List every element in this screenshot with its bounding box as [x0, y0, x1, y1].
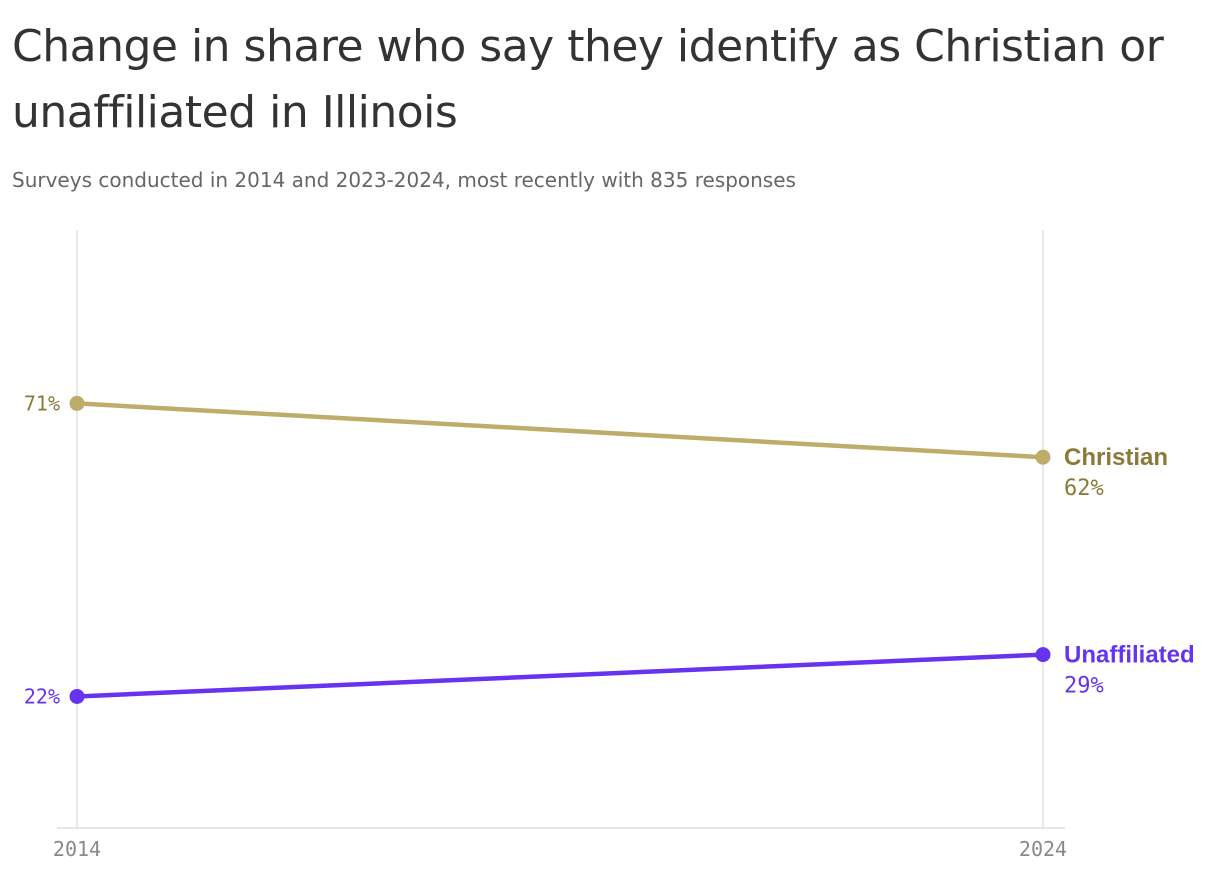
end-value-label: 29%	[1064, 674, 1104, 699]
chart-series	[69, 395, 1051, 704]
data-point-christian	[1035, 449, 1051, 465]
chart-labels: 2014 2024 71% Christian 62% 22% Unaffiliated 29…	[24, 391, 1195, 861]
data-point-unaffiliated	[1035, 647, 1051, 663]
series-line-unaffiliated	[74, 652, 1046, 699]
x-tick-label: 2014	[53, 837, 101, 861]
chart-title: Change in share who say they identify as…	[12, 21, 1164, 138]
start-value-label: 71%	[24, 391, 60, 415]
chart-subtitle: Surveys conducted in 2014 and 2023-2024,…	[12, 168, 796, 192]
start-value-label: 22%	[24, 684, 60, 708]
chart-grid	[57, 230, 1065, 829]
data-point-christian	[69, 395, 85, 411]
series-name-label: Unaffiliated	[1064, 642, 1195, 669]
end-value-label: 62%	[1064, 476, 1104, 501]
x-tick-label: 2024	[1019, 837, 1067, 861]
series-line-christian	[74, 401, 1046, 460]
series-name-label: Christian	[1064, 444, 1168, 471]
data-point-unaffiliated	[69, 688, 85, 704]
